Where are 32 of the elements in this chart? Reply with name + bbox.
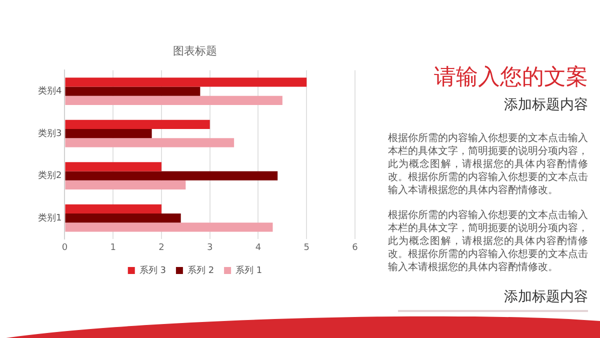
bar: [65, 86, 200, 96]
text: 添加标题内容: [503, 288, 588, 306]
legend-label: 系列 3: [139, 264, 166, 276]
bar: [65, 222, 273, 232]
y-tick-label: 类别1: [38, 212, 62, 224]
y-tick-label: 类别3: [38, 128, 62, 139]
x-tick-label: 2: [158, 242, 164, 253]
y-tick-label: 类别2: [38, 170, 62, 182]
x-tick-label: 4: [255, 242, 262, 253]
text: 添加标题内容: [503, 96, 588, 114]
chart-title: 图表标题: [173, 44, 217, 58]
bar: [65, 214, 181, 223]
text: 根据你所需的内容输入你想要的文本点击输入本栏的具体文字，简明扼要的说明分项内容，此为概念图解，请根据您的具体内容酌情修改。根据你所需的内容输入你想要的文本点击输入本请根据您的具体内容酌情修改。: [388, 132, 588, 197]
x-tick-label: 5: [304, 242, 310, 253]
bar: [65, 171, 278, 180]
x-tick-label: 3: [206, 242, 213, 253]
text: 根据你所需的内容输入你想要的文本点击输入本栏的具体文字，简明扼要的说明分项内容，此为概念图解，请根据您的具体内容酌情修改。根据你所需的内容输入你想要的文本点击输入本请根据您的具体内容酌情修改。: [388, 209, 588, 274]
bar: [65, 78, 307, 87]
x-tick-label: 6: [352, 242, 358, 253]
bar: [65, 162, 162, 172]
x-tick-label: 1: [110, 242, 116, 253]
bar: [65, 204, 162, 214]
legend-label: 系列 1: [236, 264, 262, 276]
bar: [65, 120, 210, 129]
x-tick-label: 0: [62, 242, 68, 253]
text: 请输入您的文案: [433, 64, 588, 92]
legend-label: 系列 2: [187, 264, 214, 276]
y-tick-label: 类别4: [38, 86, 62, 97]
bar: [65, 138, 234, 148]
bar: [65, 129, 152, 138]
bar: [65, 180, 186, 190]
bar: [65, 96, 282, 106]
